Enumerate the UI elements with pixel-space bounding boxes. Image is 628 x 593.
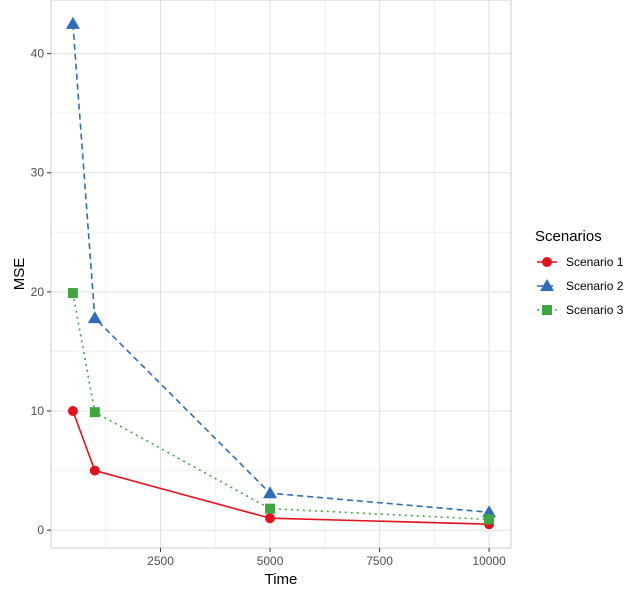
data-point	[89, 465, 100, 476]
y-tick-label: 10	[31, 404, 45, 418]
series-line	[72, 23, 490, 514]
data-point	[65, 16, 80, 29]
legend-label: Scenario 1	[566, 255, 624, 269]
x-axis-title: Time	[265, 571, 298, 588]
major-grid	[51, 0, 511, 548]
panel-background	[51, 0, 511, 548]
data-point	[67, 288, 78, 299]
series-scenario-2	[65, 16, 497, 518]
y-axis-title: MSE	[11, 258, 28, 291]
x-tick-label: 5000	[257, 554, 284, 568]
legend-key-marker	[542, 257, 552, 267]
series-scenario-3	[67, 288, 495, 525]
y-tick-label: 20	[31, 285, 45, 299]
legend-label: Scenario 2	[566, 279, 624, 293]
y-tick-label: 0	[37, 523, 44, 537]
y-tick-label: 30	[31, 166, 45, 180]
data-point	[87, 311, 102, 324]
series-layer	[65, 16, 497, 530]
legend: Scenarios Scenario 1 Scenario 2 Scenario 3	[535, 228, 624, 317]
x-tick-label: 10000	[472, 554, 506, 568]
series-line	[72, 410, 490, 525]
legend-title: Scenarios	[535, 228, 602, 245]
data-point	[265, 513, 276, 524]
x-tick-label: 2500	[147, 554, 174, 568]
legend-item-scenario-3: Scenario 3	[537, 303, 624, 317]
legend-item-scenario-1: Scenario 1	[537, 255, 624, 269]
legend-item-scenario-2: Scenario 2	[537, 279, 624, 293]
data-point	[265, 503, 276, 514]
data-point	[263, 486, 278, 499]
data-point	[484, 514, 495, 525]
x-axis-ticks: 2500 5000 7500 10000	[147, 548, 506, 568]
y-tick-label: 40	[31, 47, 45, 61]
data-point	[482, 505, 497, 518]
x-tick-label: 7500	[366, 554, 393, 568]
legend-key-marker	[542, 305, 552, 315]
y-axis-ticks: 0 10 20 30 40	[31, 47, 51, 537]
legend-label: Scenario 3	[566, 303, 624, 317]
data-point	[67, 406, 78, 416]
panel-border	[50, 0, 512, 549]
legend-key-marker	[540, 279, 554, 291]
data-point	[89, 407, 100, 418]
series-line	[72, 292, 490, 521]
